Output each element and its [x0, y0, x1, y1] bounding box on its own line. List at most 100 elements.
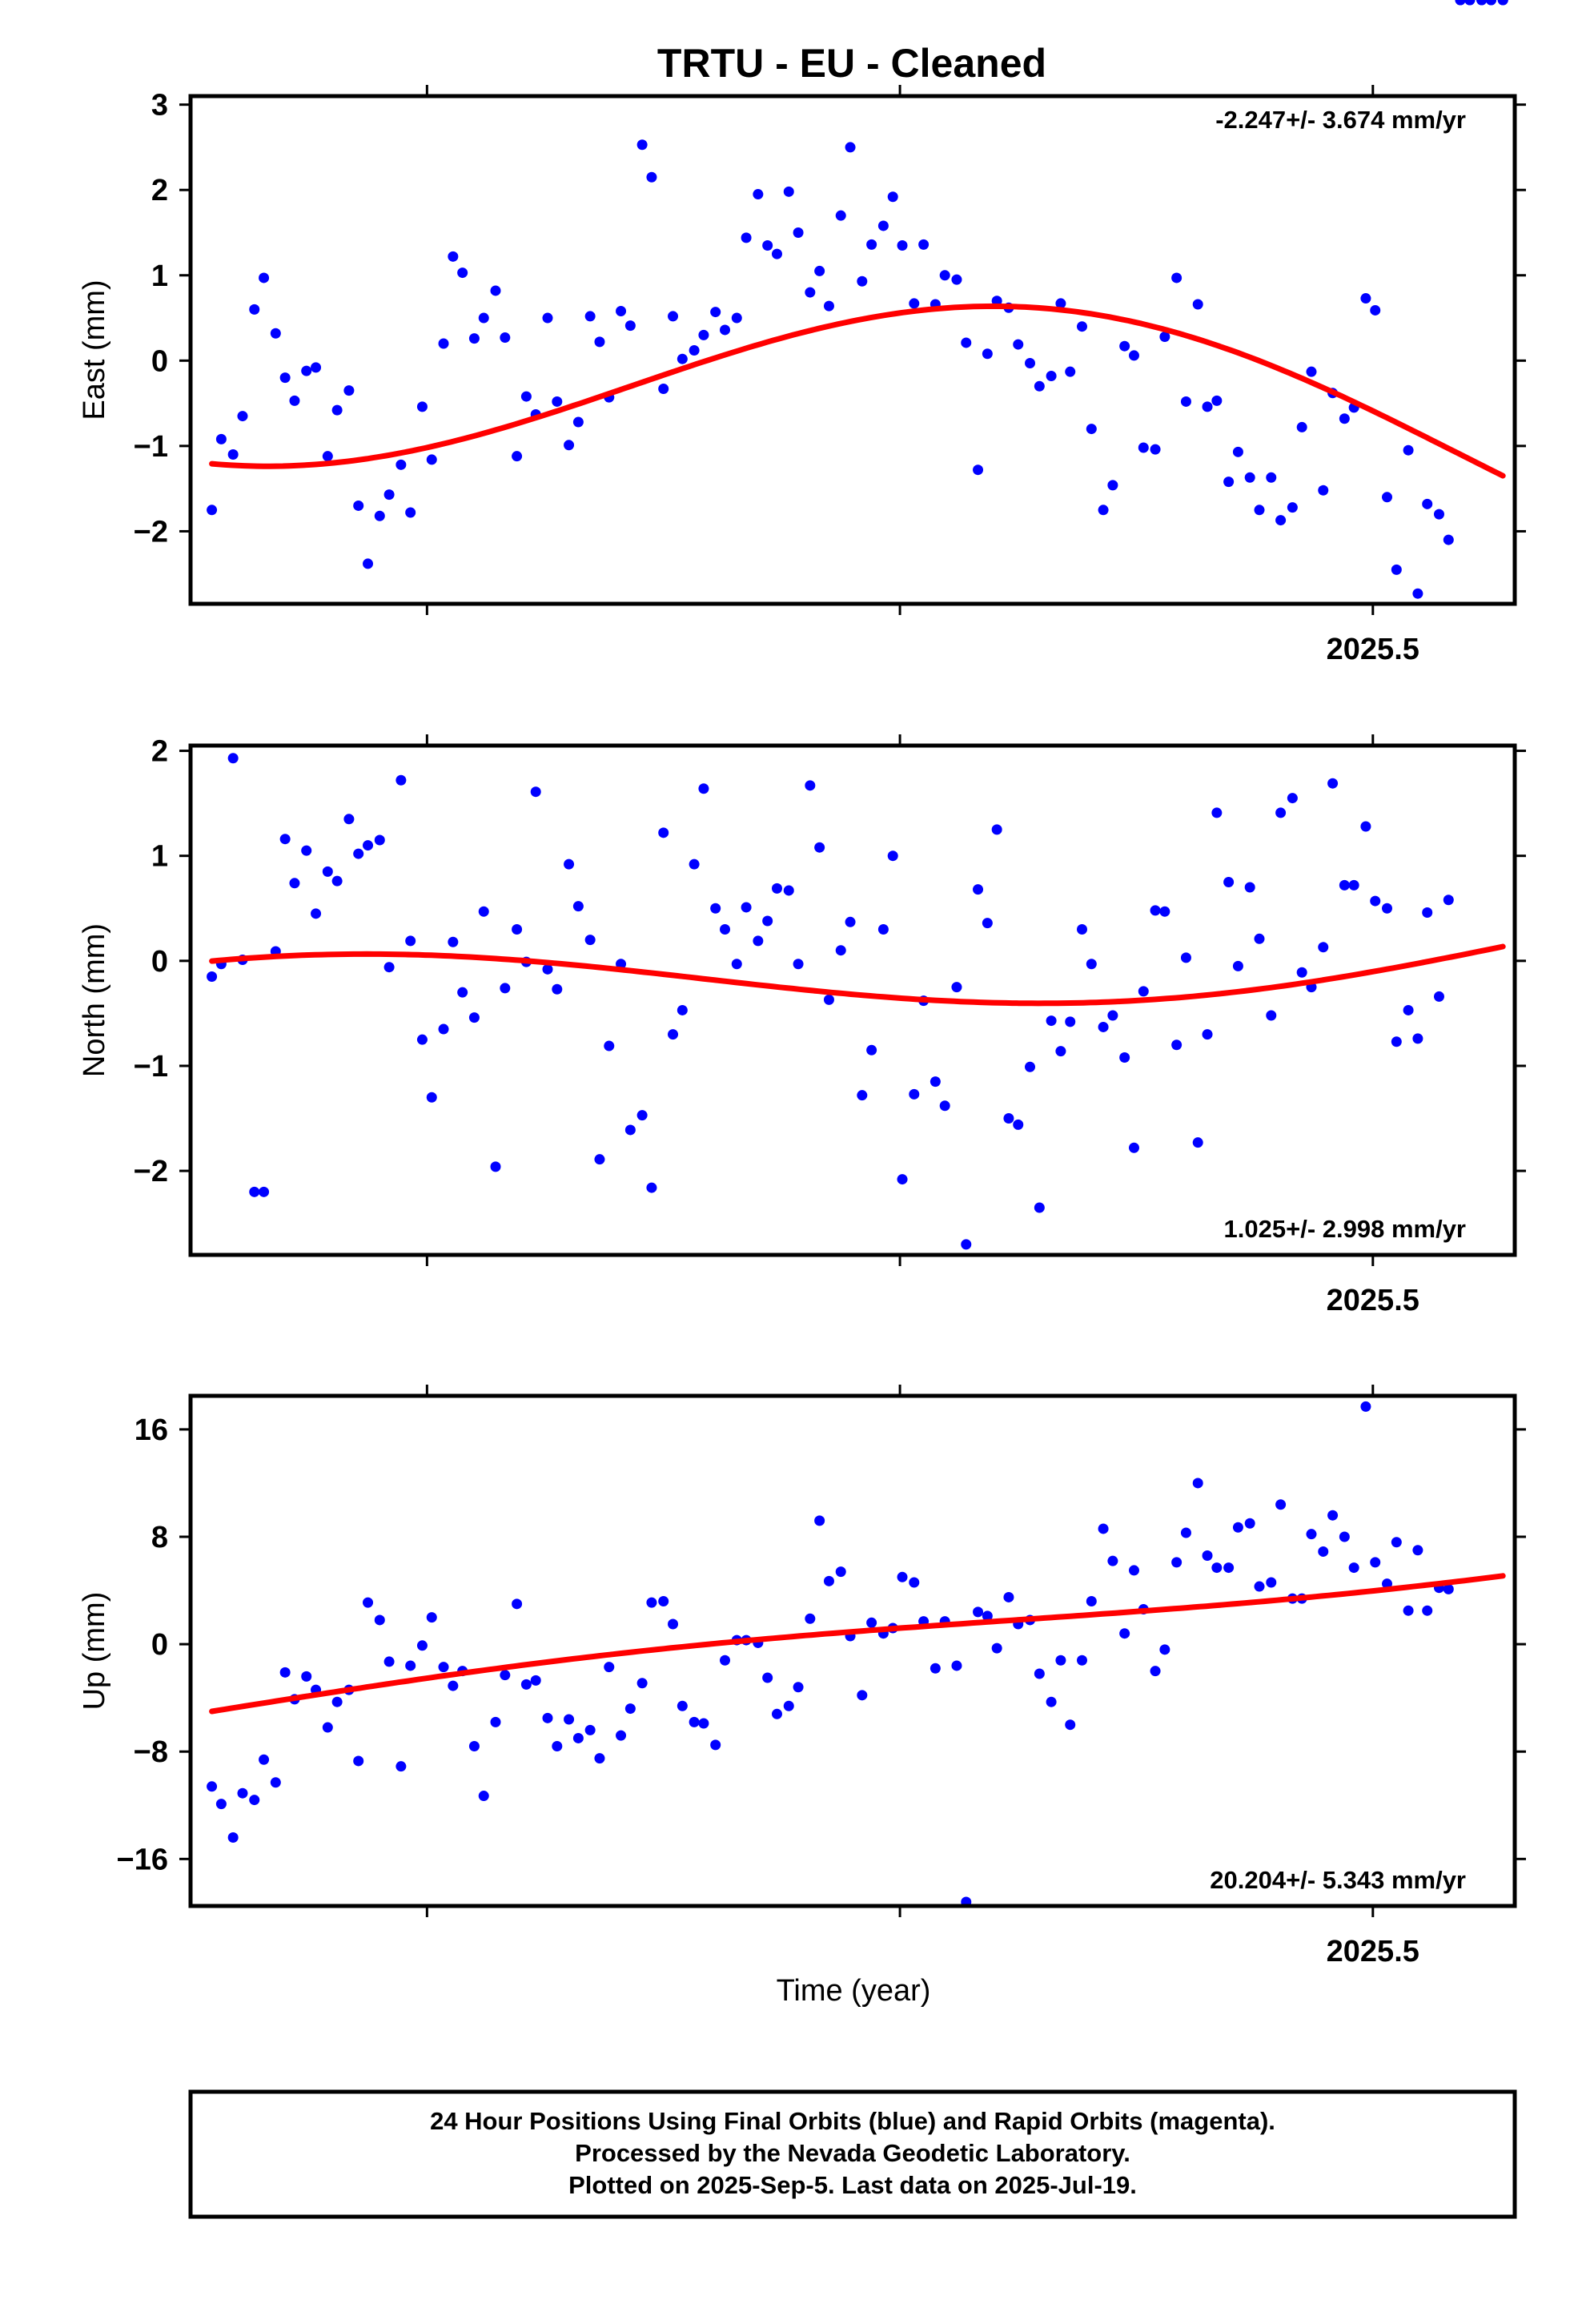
north-point	[1202, 1029, 1213, 1040]
north-point	[227, 753, 239, 764]
north-point	[1266, 1010, 1277, 1021]
north-point	[552, 983, 563, 995]
east-point	[909, 298, 920, 309]
east-point	[961, 337, 972, 348]
up-point	[1485, 0, 1496, 6]
up-rate-label: 20.204+/- 5.343 mm/yr	[1210, 1866, 1466, 1894]
east-point	[805, 287, 816, 298]
up-point	[1192, 1478, 1203, 1489]
north-point	[1003, 1113, 1014, 1124]
up-point	[783, 1700, 794, 1711]
up-point	[1076, 1655, 1087, 1666]
north-point	[301, 845, 312, 856]
east-point	[1076, 321, 1087, 332]
north-point	[877, 923, 889, 935]
up-point	[416, 1640, 428, 1651]
up-point	[237, 1787, 248, 1799]
up-point	[1034, 1668, 1045, 1679]
north-point	[1370, 895, 1381, 907]
east-ytick-label: 0	[151, 344, 168, 378]
north-point	[624, 1124, 636, 1136]
north-point	[426, 1092, 437, 1103]
east-point	[1382, 492, 1393, 503]
up-point	[279, 1667, 291, 1678]
up-point	[572, 1732, 584, 1743]
east-point	[270, 328, 281, 339]
north-point	[374, 834, 385, 846]
up-point	[512, 1598, 523, 1610]
north-point	[1192, 1137, 1203, 1148]
east-point	[1098, 505, 1109, 516]
up-ytick-label: 8	[151, 1521, 168, 1554]
east-point	[457, 267, 468, 279]
north-point	[259, 1186, 270, 1197]
north-point	[762, 915, 773, 927]
up-point	[951, 1660, 962, 1671]
north-point	[530, 786, 541, 798]
up-point	[207, 1781, 218, 1792]
up-point	[331, 1696, 343, 1707]
up-point	[1306, 1529, 1317, 1540]
up-point	[1119, 1628, 1130, 1639]
north-point	[845, 916, 856, 927]
up-point	[1150, 1666, 1161, 1677]
north-point	[1013, 1119, 1024, 1130]
up-point	[1348, 1562, 1359, 1574]
north-point	[951, 982, 962, 993]
north-point	[823, 994, 834, 1005]
north-point	[396, 774, 407, 786]
up-point	[762, 1672, 773, 1683]
up-point	[564, 1714, 575, 1725]
north-point	[594, 1154, 605, 1165]
east-point	[1232, 446, 1243, 457]
up-point	[1497, 0, 1508, 6]
up-frame	[188, 1393, 1517, 1908]
north-point	[973, 884, 984, 895]
north-point	[720, 923, 731, 935]
north-point	[857, 1090, 868, 1101]
east-point	[771, 248, 782, 259]
east-point	[478, 312, 489, 324]
east-point	[1211, 395, 1223, 406]
north-fit-line	[209, 943, 1506, 1007]
up-point	[1159, 1644, 1170, 1655]
up-point	[1098, 1523, 1109, 1534]
east-point	[624, 320, 636, 332]
north-point	[478, 906, 489, 917]
north-point	[710, 903, 721, 914]
north-point	[1046, 1015, 1057, 1027]
east-point	[259, 272, 270, 283]
north-point	[991, 824, 1002, 835]
east-point	[207, 505, 218, 516]
up-ytick-label: 0	[151, 1628, 168, 1662]
east-point	[887, 191, 898, 203]
panels: 3 2 1 0 −1 −2 2025.5 East (mm) -2.247+/- 3.674 m…	[78, 0, 1526, 1968]
north-point	[322, 866, 333, 877]
east-point	[396, 459, 407, 470]
north-point	[1211, 807, 1223, 818]
east-point	[793, 227, 804, 238]
up-point	[490, 1716, 501, 1727]
east-point	[1013, 339, 1024, 350]
north-point	[279, 834, 291, 845]
north-point	[1180, 952, 1191, 963]
up-point	[973, 1606, 984, 1618]
up-point	[259, 1754, 270, 1765]
up-point	[835, 1566, 846, 1578]
north-point	[961, 1239, 972, 1250]
east-point	[753, 189, 764, 200]
up-point	[1360, 1401, 1371, 1412]
east-point	[552, 396, 563, 407]
up-point	[624, 1703, 636, 1715]
east-point	[1119, 340, 1130, 352]
up-point	[1266, 1577, 1277, 1588]
up-point	[227, 1832, 239, 1844]
footer-frame	[188, 2089, 1517, 2219]
up-point	[594, 1753, 605, 1764]
east-point	[1370, 304, 1381, 316]
east-point	[698, 329, 709, 340]
north-point	[207, 971, 218, 982]
north-point	[1318, 942, 1329, 953]
east-point	[468, 333, 480, 344]
east-point	[1138, 442, 1149, 453]
